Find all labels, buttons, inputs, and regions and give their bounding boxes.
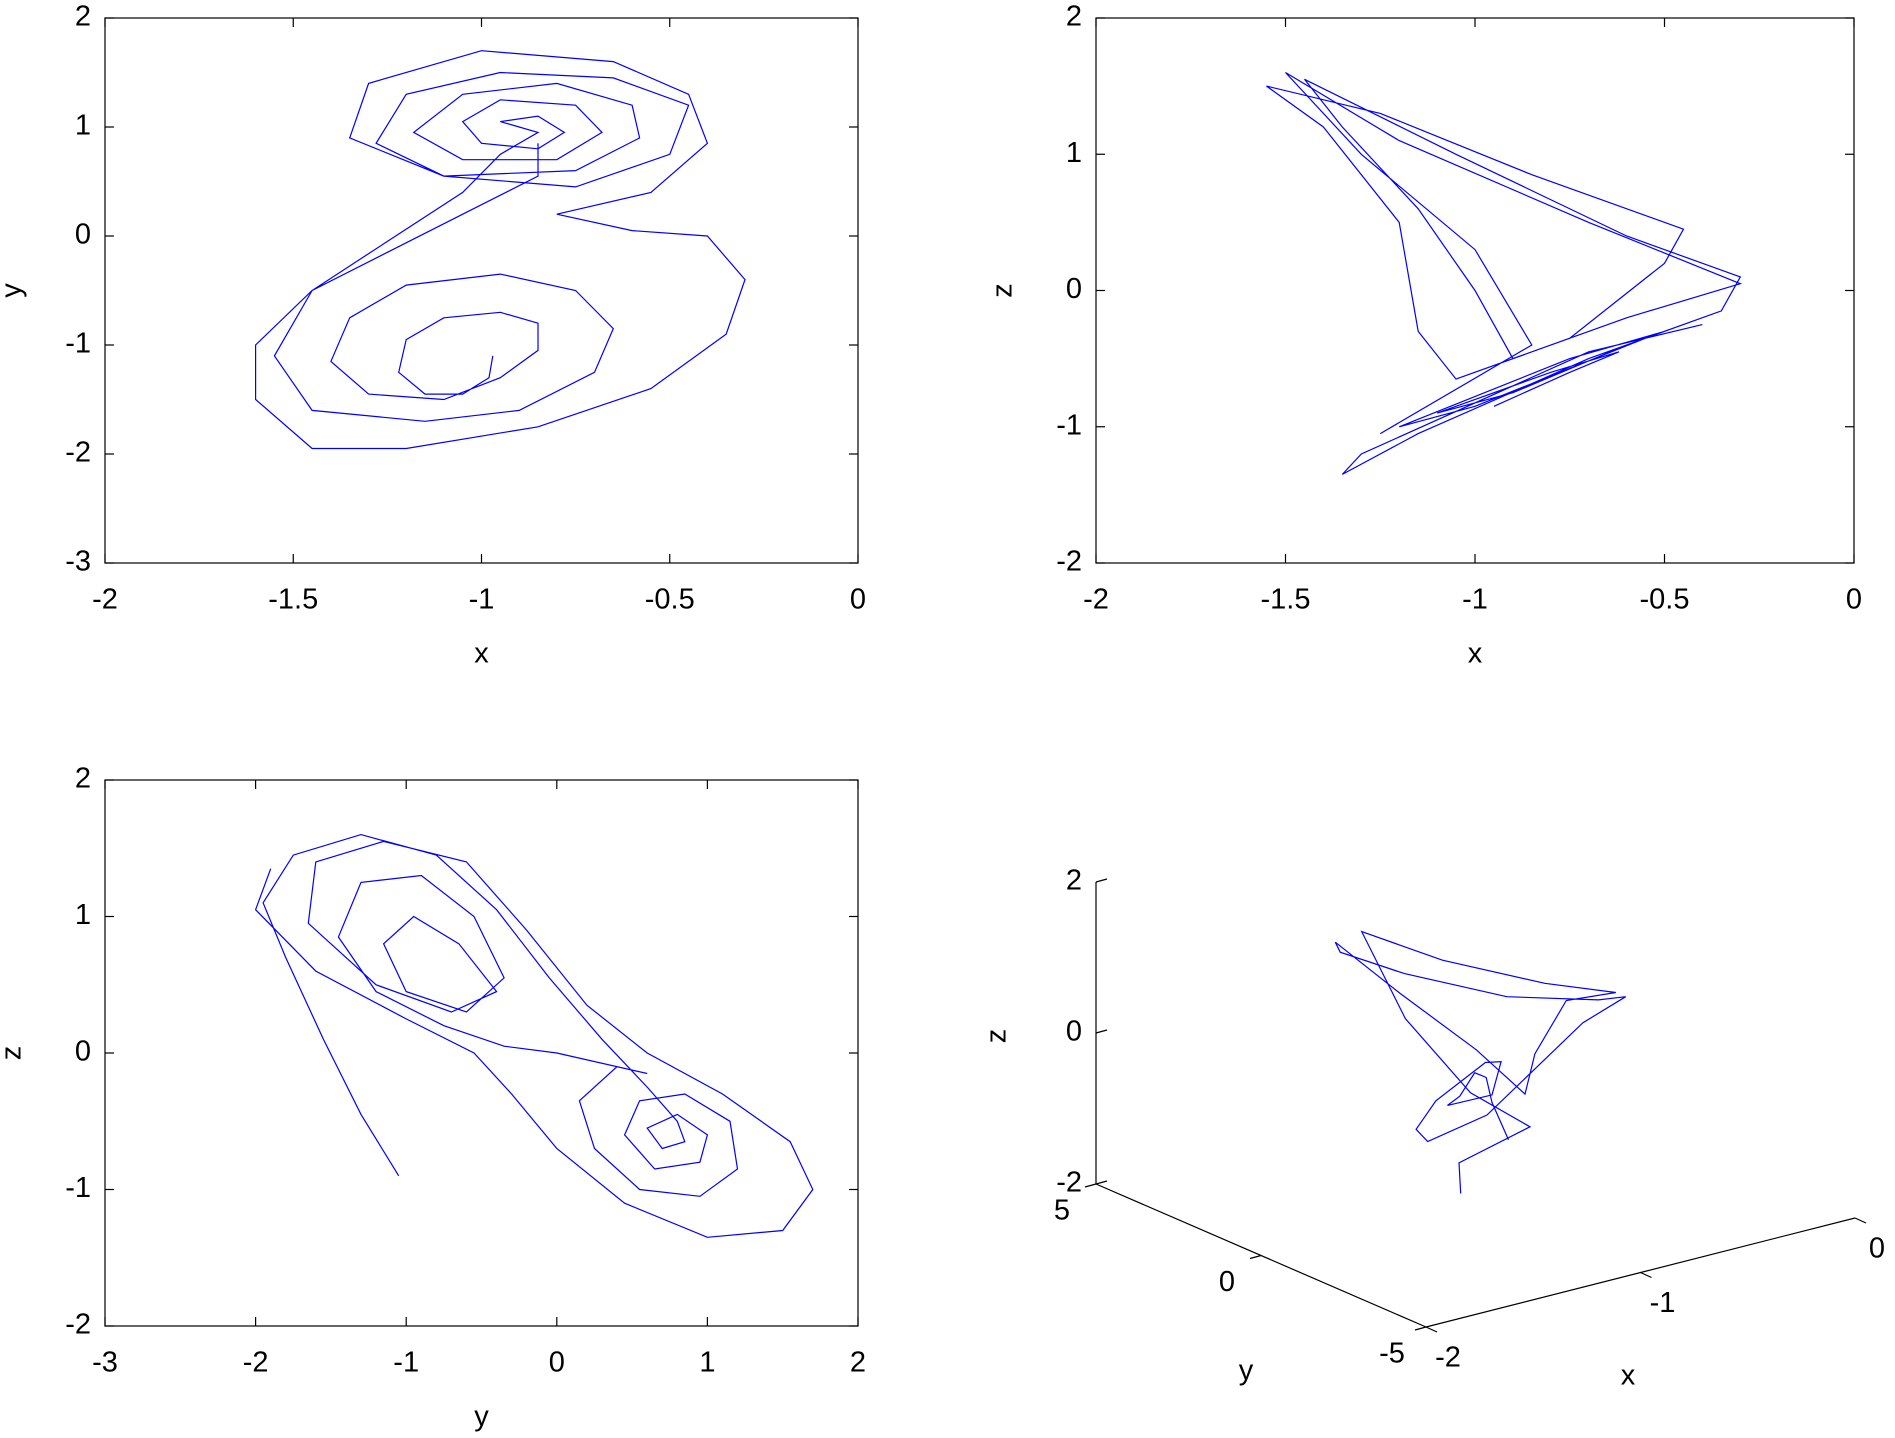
y-tick-label: -1: [65, 328, 91, 360]
z-axis-label: z: [981, 1029, 1013, 1044]
z-tick-label: -2: [1056, 1167, 1082, 1199]
x-tick-label: -0.5: [1640, 584, 1690, 616]
y-tick-label: -3: [65, 546, 91, 578]
y-axis-label: z: [0, 1046, 28, 1061]
y-axis-label: z: [987, 283, 1019, 298]
y-tick: [1249, 1254, 1262, 1260]
x-tick-label: -3: [92, 1347, 118, 1379]
x-tick-label: -1.5: [268, 584, 318, 616]
y-tick-label: 2: [75, 763, 91, 795]
trajectory: [254, 833, 814, 1238]
x-tick-label: -2: [1083, 584, 1109, 616]
z-tick-label: 2: [1066, 865, 1082, 897]
x-tick-label: -1: [469, 584, 495, 616]
x-tick-label: -1: [1650, 1287, 1676, 1319]
x-tick: [1640, 1271, 1652, 1279]
y-tick-label: -2: [65, 437, 91, 469]
x-tick-label: 0: [850, 584, 866, 616]
x-tick-label: -1: [393, 1347, 419, 1379]
y-tick-label: -2: [1056, 546, 1082, 578]
x-tick: [1854, 1217, 1867, 1224]
y-tick-label: -2: [65, 1309, 91, 1341]
y-tick-label: 5: [1054, 1195, 1070, 1227]
y-tick-label: 1: [75, 110, 91, 142]
y-tick-label: -1: [65, 1172, 91, 1204]
y-tick-label: 2: [1066, 1, 1082, 33]
y-tick-label: 1: [1066, 137, 1082, 169]
x-axis-label: y: [474, 1401, 489, 1433]
y-tick-label: 0: [75, 1036, 91, 1068]
x-tick-label: 0: [1869, 1233, 1885, 1265]
x-axis-label: x: [1468, 638, 1483, 670]
x-tick-label: -0.5: [645, 584, 695, 616]
y-tick-label: 0: [75, 219, 91, 251]
x-tick: [1425, 1326, 1438, 1333]
x-axis-label: x: [1621, 1360, 1636, 1392]
trajectory: [1334, 930, 1627, 1194]
y-tick-label: 2: [75, 1, 91, 33]
x-tick-label: 2: [850, 1347, 866, 1379]
x-tick-label: -2: [1435, 1342, 1461, 1374]
x-tick-label: 0: [549, 1347, 565, 1379]
z-tick: [1095, 878, 1108, 883]
y-tick-label: 0: [1066, 273, 1082, 305]
x-tick-label: -1: [1462, 584, 1488, 616]
y-axis-label: y: [0, 283, 28, 298]
y-tick-label: 0: [1219, 1266, 1235, 1298]
x-axis-label: x: [474, 638, 489, 670]
z-tick: [1095, 1180, 1108, 1185]
x-tick-label: 1: [699, 1347, 715, 1379]
y-tick-label: -5: [1379, 1338, 1405, 1370]
z-tick: [1095, 1029, 1108, 1034]
axes-box: [104, 17, 859, 564]
x-tick-label: -1.5: [1261, 584, 1311, 616]
axes-box: [104, 779, 859, 1327]
trajectory: [255, 50, 746, 450]
x-tick-label: -2: [92, 584, 118, 616]
x-tick-label: -2: [243, 1347, 269, 1379]
y-axis-label: y: [1239, 1355, 1254, 1387]
y-tick: [1414, 1326, 1427, 1331]
y-tick-label: -1: [1056, 409, 1082, 441]
trajectory: [1266, 71, 1743, 475]
x-tick-label: 0: [1846, 584, 1862, 616]
y-tick: [1084, 1183, 1097, 1188]
z-tick-label: 0: [1066, 1016, 1082, 1048]
y-tick-label: 1: [75, 899, 91, 931]
